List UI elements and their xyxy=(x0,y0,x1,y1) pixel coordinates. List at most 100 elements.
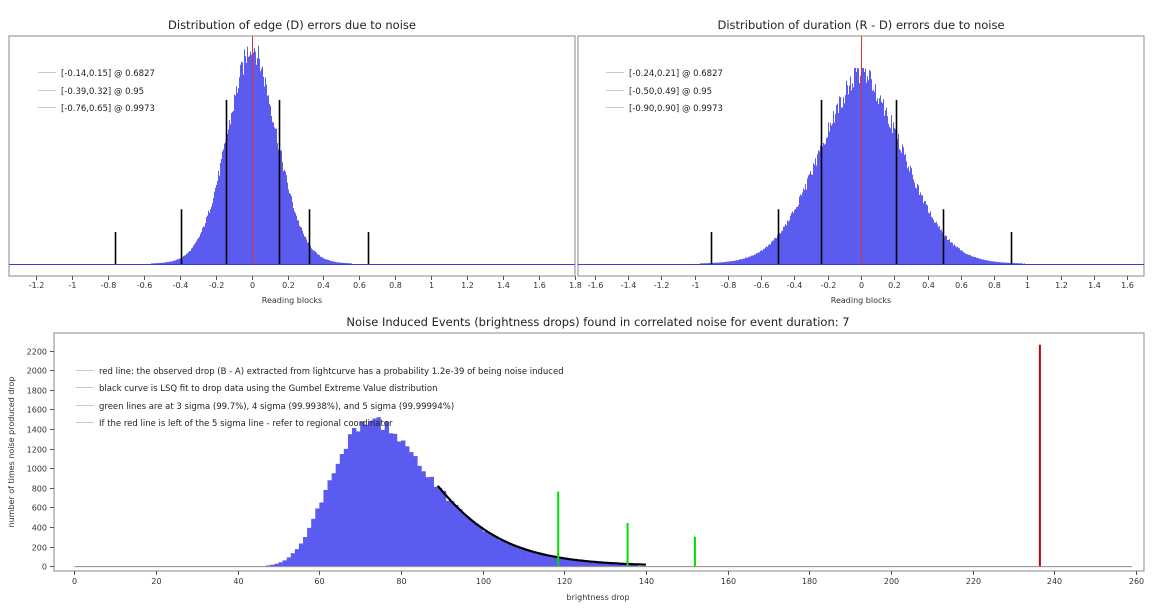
histogram-bar xyxy=(1022,263,1023,264)
histogram-bar xyxy=(819,151,820,264)
tick-label: 100 xyxy=(476,577,491,586)
histogram-bar xyxy=(824,144,825,264)
histogram-bar xyxy=(712,262,713,264)
histogram-bar xyxy=(339,454,345,567)
histogram-bar xyxy=(576,560,581,567)
histogram-bar xyxy=(848,94,849,265)
histogram-bar xyxy=(893,122,894,264)
histogram-bar xyxy=(1010,262,1011,264)
histogram-bar xyxy=(474,523,479,567)
histogram-bar xyxy=(802,192,803,264)
histogram-bar xyxy=(917,183,918,264)
histogram-bar xyxy=(290,553,296,567)
histogram-bar xyxy=(791,213,792,264)
histogram-bar xyxy=(933,219,934,264)
histogram-bar xyxy=(760,250,761,264)
histogram-bar xyxy=(999,262,1000,264)
histogram-bar xyxy=(810,171,811,264)
histogram-bar xyxy=(914,182,915,264)
histogram-bar xyxy=(775,238,776,264)
histogram-bar xyxy=(889,126,890,264)
histogram-bar xyxy=(291,196,292,264)
histogram-bar xyxy=(901,152,902,264)
histogram-bar xyxy=(969,254,970,264)
histogram-bar xyxy=(853,87,854,265)
tick-label: 0 xyxy=(72,577,77,586)
histogram-bar xyxy=(605,562,610,567)
legend-entry: If the red line is left of the 5 sigma l… xyxy=(99,419,393,429)
histogram-bar xyxy=(241,61,242,265)
tick-label: 0.8 xyxy=(988,281,1001,290)
histogram-bar xyxy=(263,76,264,265)
histogram-bar xyxy=(267,95,268,265)
histogram-bar xyxy=(920,192,921,264)
histogram-bar xyxy=(278,149,279,264)
tick-label: 1.8 xyxy=(569,281,582,290)
histogram-bar xyxy=(238,88,239,264)
histogram-bar xyxy=(907,168,908,264)
histogram-bar xyxy=(338,262,339,264)
histogram-bar xyxy=(736,260,737,264)
histogram-bar xyxy=(812,174,813,264)
tick-label: 800 xyxy=(32,485,47,494)
histogram-bar xyxy=(895,129,896,264)
histogram-bar xyxy=(580,560,586,567)
histogram-bar xyxy=(218,170,219,264)
histogram-bar xyxy=(761,250,762,264)
histogram-bar xyxy=(857,68,858,264)
histogram-bar xyxy=(171,261,172,264)
tick-label: -0.2 xyxy=(209,281,225,290)
histogram-bar xyxy=(981,259,982,264)
histogram-bar xyxy=(337,262,338,264)
histogram-bar xyxy=(892,133,893,264)
histogram-bar xyxy=(331,260,332,264)
histogram-bar xyxy=(725,261,726,264)
x-axis-label: Reading blocks xyxy=(262,296,322,305)
legend-entry: [-0.76,0.65] @ 0.9973 xyxy=(61,104,155,114)
duration-error-chart: Distribution of duration (R - D) errors … xyxy=(577,18,1145,305)
histogram-bar xyxy=(368,420,373,567)
histogram-bar xyxy=(702,263,703,264)
histogram-bar xyxy=(225,142,226,264)
histogram-bar xyxy=(613,563,618,567)
histogram-bar xyxy=(413,456,418,567)
histogram-bar xyxy=(798,205,799,264)
histogram-bar xyxy=(197,239,198,264)
histogram-bar xyxy=(161,262,162,264)
histogram-bar xyxy=(214,191,215,264)
histogram-bar xyxy=(924,201,925,264)
histogram-bar xyxy=(845,95,846,264)
histogram-bar xyxy=(286,557,292,567)
histogram-bar xyxy=(273,122,274,265)
tick-label: 260 xyxy=(1129,577,1144,586)
histogram-bar xyxy=(311,248,312,264)
histogram-bar xyxy=(347,263,348,264)
histogram-bar xyxy=(886,107,887,264)
legend-entry: [-0.24,0.21] @ 0.6827 xyxy=(629,69,723,79)
histogram-bar xyxy=(787,220,788,264)
histogram-bar xyxy=(946,235,947,264)
histogram-bar xyxy=(167,262,168,264)
legend-entry: [-0.14,0.15] @ 0.6827 xyxy=(61,69,155,79)
legend-entry: black curve is LSQ fit to drop data usin… xyxy=(99,384,438,394)
histogram-bar xyxy=(233,110,234,264)
tick-label: 400 xyxy=(32,524,47,533)
histogram-bar xyxy=(807,178,808,264)
histogram-bar xyxy=(709,263,710,264)
histogram-bar xyxy=(259,58,260,264)
histogram-bar xyxy=(903,147,904,264)
histogram-bar xyxy=(836,105,837,264)
histogram-bar xyxy=(315,251,316,264)
histogram-bar xyxy=(191,248,192,264)
tick-label: 600 xyxy=(32,504,47,513)
histogram-bar xyxy=(704,263,705,264)
histogram-bar xyxy=(183,256,184,264)
histogram-bar xyxy=(152,263,153,264)
histogram-bar xyxy=(253,52,254,265)
histogram-bar xyxy=(316,252,317,264)
histogram-bar xyxy=(458,509,463,567)
histogram-bar xyxy=(992,261,993,264)
histogram-bar xyxy=(945,235,946,264)
histogram-bar xyxy=(155,263,156,264)
histogram-bar xyxy=(782,230,783,264)
